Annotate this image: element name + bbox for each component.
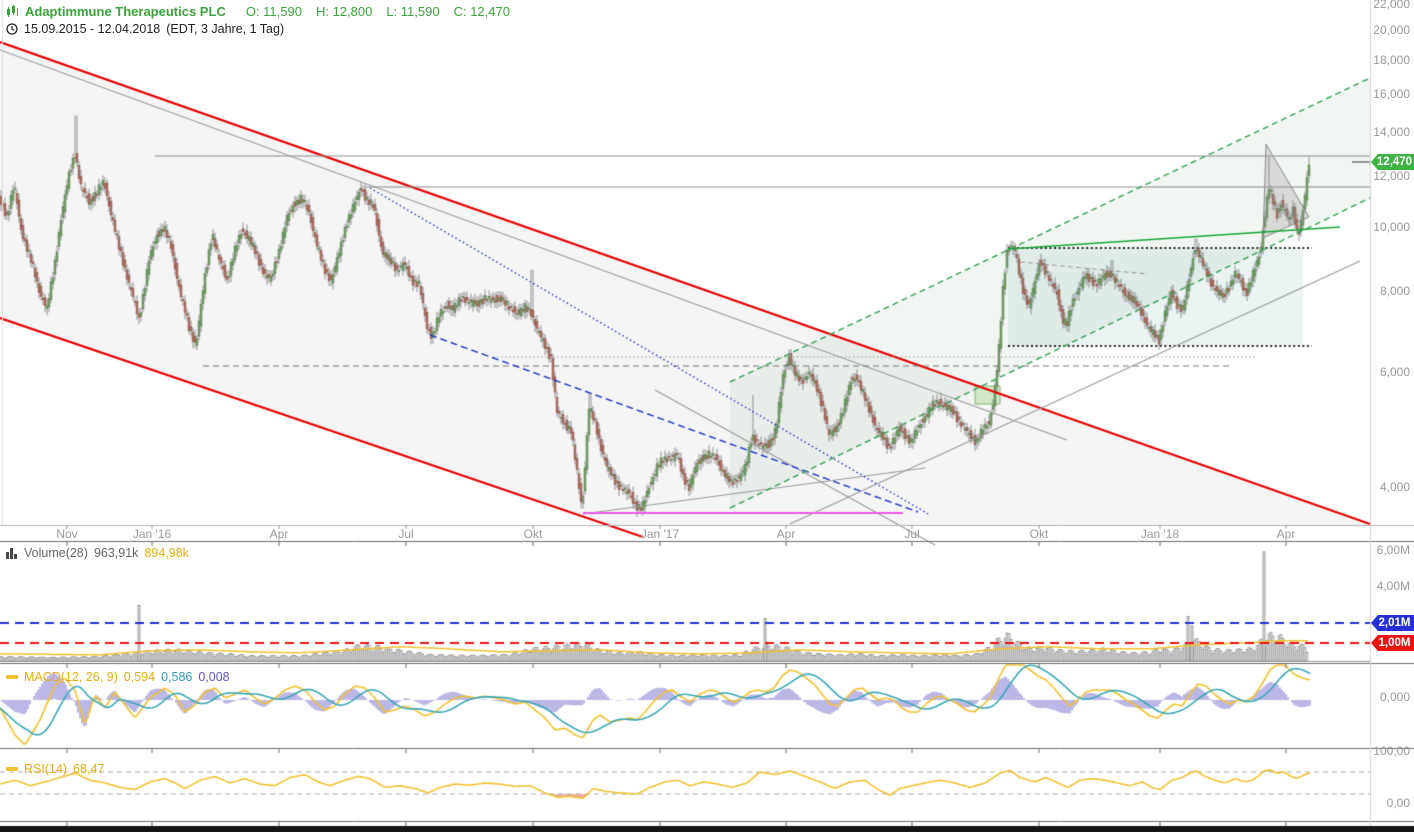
price-axis-label: 12,000 [1373,169,1410,183]
rsi-line-icon [6,767,18,771]
time-axis-label: Jan '17 [640,527,680,541]
clock-icon [6,22,18,35]
instrument-name[interactable]: Adaptimmune Therapeutics PLC [25,3,226,19]
volume-axis-label: 4,00M [1376,579,1410,593]
last-price-tag: 12,470 [1371,154,1414,170]
rsi-legend-name: RSI(14) [24,762,68,776]
volume-legend[interactable]: Volume(28) 963,91k 894,98k [6,546,189,560]
macd-axis-label: 0,000 [1379,690,1410,704]
price-axis-label: 18,000 [1373,53,1410,67]
open-value: O: 11,590 [245,3,302,19]
volume-legend-name: Volume(28) [24,546,88,560]
time-axis-label: Jul [904,527,920,541]
time-axis-label: Nov [56,527,78,541]
time-axis-label: Apr [776,527,796,541]
price-axis-label: 6,000 [1379,365,1410,379]
time-axis-label: Jan '16 [132,527,172,541]
price-axis-label: 14,000 [1373,125,1410,139]
volume-ma-value: 894,98k [144,546,189,560]
time-axis-label: Apr [269,527,289,541]
rsi-axis-label: 0,00 [1386,796,1410,810]
close-value: C: 12,470 [453,3,510,19]
price-axis-label: 10,000 [1373,220,1410,234]
macd-signal-value: 0,586 [161,670,193,684]
date-range[interactable]: 15.09.2015 - 12.04.2018 [24,21,161,36]
macd-legend[interactable]: MACD(12, 26, 9) 0,594 0,586 0,008 [6,670,230,684]
rsi-legend[interactable]: RSI(14) 68,47 [6,762,104,776]
price-axis-label: 4,000 [1379,480,1410,494]
volume-icon [6,547,18,559]
price-axis-label: 8,000 [1379,284,1410,298]
chart-subheader: 15.09.2015 - 12.04.2018 (EDT, 3 Jahre, 1… [6,21,284,36]
volume-level-tag: 1,00M [1371,635,1414,651]
macd-line-icon [6,675,18,679]
rsi-value: 68,47 [73,762,105,776]
volume-legend-value: 963,91k [93,546,139,560]
time-axis-label: Okt [1029,527,1049,541]
volume-axis-label: 6,00M [1376,543,1410,557]
high-value: H: 12,800 [315,3,373,19]
candlestick-icon [6,4,19,18]
macd-value: 0,594 [123,670,156,684]
macd-legend-name: MACD(12, 26, 9) [24,670,118,684]
price-axis-label: 20,000 [1373,23,1410,37]
price-axis-label: 16,000 [1373,87,1410,101]
timeframe-settings[interactable]: (EDT, 3 Jahre, 1 Tag) [166,21,285,36]
time-axis-label: Okt [523,527,543,541]
rsi-axis-label: 100,00 [1373,744,1410,758]
macd-hist-value: 0,008 [198,670,230,684]
time-axis-label: Jan '18 [1140,527,1180,541]
volume-level-tag: 2,01M [1371,615,1414,631]
time-axis-label: Jul [398,527,414,541]
low-value: L: 11,590 [386,3,440,19]
time-axis-label: Apr [1276,527,1296,541]
price-axis-label: 22,000 [1373,0,1410,11]
chart-header: Adaptimmune Therapeutics PLC O: 11,590 H… [6,3,510,19]
